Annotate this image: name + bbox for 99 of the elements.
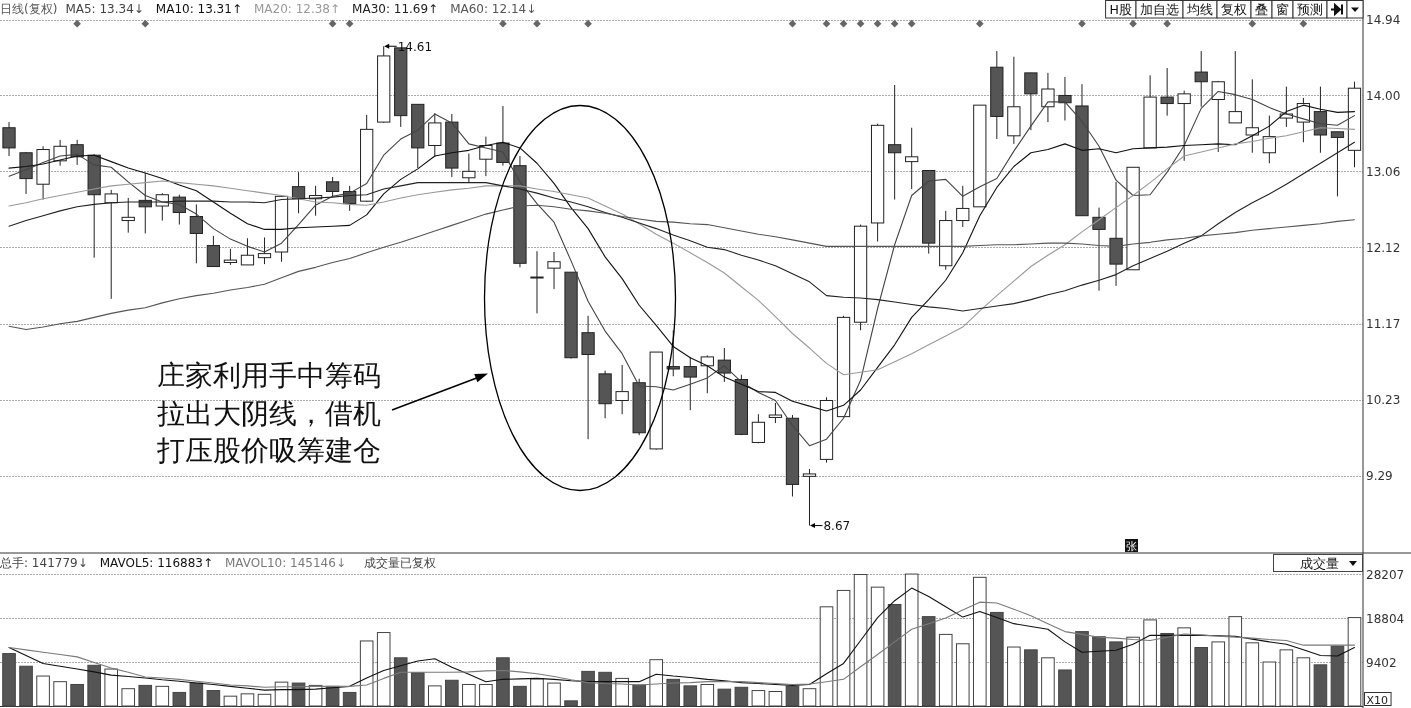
bar: [870, 586, 885, 707]
bar: [359, 640, 374, 707]
bar: [530, 678, 544, 707]
legend: 总手: 141779↓ MAVOL5: 116883↑ MAVOL10: 145146↓: [0, 556, 346, 570]
bar: [683, 685, 698, 707]
bar: [853, 574, 868, 707]
y-tick-label: 14.00: [1366, 88, 1401, 103]
y-tick-label: 28207: [1366, 567, 1405, 582]
bar: [1279, 649, 1294, 707]
bar: [274, 681, 289, 707]
bar: [1228, 616, 1243, 707]
annotation: 14.61: [397, 39, 433, 54]
y-axis-title: X10: [1364, 692, 1392, 707]
bar: [104, 668, 119, 707]
bar: [1058, 669, 1072, 707]
bar: [172, 691, 187, 707]
y-tick-label: 12.12: [1366, 240, 1401, 255]
bar: [410, 672, 425, 707]
bar: [462, 683, 476, 707]
bar: [666, 678, 681, 707]
bar: [1160, 632, 1174, 707]
bar: [513, 685, 527, 707]
bar: [376, 632, 391, 707]
bar: [785, 685, 800, 707]
bar: [581, 670, 595, 707]
bar: [70, 683, 84, 707]
bar: [87, 664, 101, 707]
bar: [632, 684, 646, 707]
bar: [973, 576, 987, 707]
bar: [717, 688, 732, 707]
bar: [1330, 645, 1345, 707]
y-tick-label: 11.17: [1366, 317, 1401, 332]
bar: [1075, 631, 1089, 707]
bar: [393, 657, 408, 707]
y-tick-label: 10.23: [1366, 393, 1401, 408]
bar: [1024, 649, 1038, 707]
bar: [990, 611, 1004, 707]
bar: [189, 682, 204, 707]
bar: [819, 606, 834, 707]
bar: [887, 603, 902, 707]
bar: [938, 633, 953, 707]
bar: [2, 653, 16, 707]
bar: [1007, 646, 1021, 707]
bar: [206, 690, 221, 707]
bar: [1092, 636, 1106, 707]
bar: [428, 685, 442, 707]
bar: [768, 691, 783, 707]
bar: [445, 679, 459, 707]
y-tick-label: 18804: [1366, 611, 1405, 626]
bar: [223, 695, 238, 707]
y-tick-label: 13.06: [1366, 164, 1401, 179]
legend: MA5: 13.34↓ MA10: 13.31↑ MA20: 12.38↑ MA30: 11.69↑ MA60: 12.14↓: [65, 2, 537, 16]
bar: [802, 688, 817, 707]
bar: [734, 686, 749, 707]
bar: [751, 690, 766, 707]
bar: [1126, 636, 1140, 707]
bar: [1296, 657, 1311, 707]
bar: [1313, 664, 1328, 707]
bar: [342, 691, 357, 707]
bar: [240, 693, 255, 707]
bar: [1211, 641, 1226, 707]
toolbar: H股 加自选 均线 复权 叠 窗 预测: [1105, 0, 1328, 19]
dropdown: 成交量: [1273, 554, 1363, 572]
bar: [479, 683, 493, 707]
bar: [904, 573, 919, 707]
bar: [1109, 641, 1123, 707]
y-tick-label: 14.94: [1366, 13, 1401, 28]
bar: [36, 675, 50, 707]
bar: [19, 665, 33, 707]
annotation: 成交量已复权: [363, 556, 436, 570]
bar: [496, 657, 510, 707]
bar: [649, 659, 664, 707]
y-tick-label: 9.29: [1366, 469, 1393, 484]
chart-title: 日线(复权): [0, 2, 58, 16]
bar: [1194, 647, 1208, 707]
annotation: 成交量: [1300, 556, 1339, 571]
bar: [547, 682, 561, 707]
bar: [138, 684, 153, 707]
bar: [615, 677, 629, 707]
bar: [598, 671, 612, 707]
bar: [121, 688, 136, 707]
y-tick-label: 9402: [1366, 655, 1397, 670]
bar: [257, 693, 272, 707]
bar: [836, 589, 851, 707]
bar: [291, 682, 306, 707]
bar: [955, 643, 970, 707]
bar: [155, 685, 170, 707]
bar: [1177, 627, 1191, 707]
bar: [1245, 642, 1260, 707]
annotation: 庄家利用手中筹码拉出大阴线，借机打压股价吸筹建仓: [156, 359, 381, 467]
bar: [700, 683, 715, 707]
bar: [1347, 617, 1362, 707]
bar: [921, 616, 936, 707]
bar: [53, 681, 67, 707]
bar: [564, 700, 578, 707]
bar: [1262, 661, 1277, 707]
bar: [1041, 657, 1055, 707]
annotation: 8.67: [823, 519, 851, 534]
bar: [1143, 619, 1157, 707]
